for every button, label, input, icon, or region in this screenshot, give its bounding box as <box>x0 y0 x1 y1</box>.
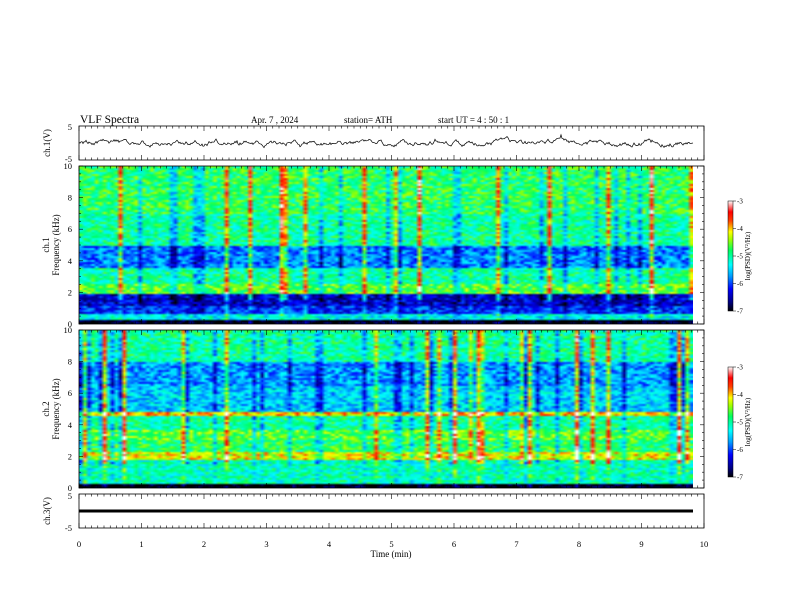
spec2-raster <box>79 330 693 488</box>
ch1-ytick-top: 5 <box>68 122 72 132</box>
freq-tick-label: 10 <box>64 161 73 171</box>
time-tick-label: 6 <box>452 539 456 549</box>
colorbar-tick-label: -5 <box>737 419 743 427</box>
colorbar-tick-label: -3 <box>737 364 743 372</box>
colorbar-tick-label: -5 <box>737 253 743 261</box>
time-axis-ticks: 0 1 2 3 4 5 6 7 8 9 10 <box>77 126 708 549</box>
freq-tick-label: 10 <box>64 325 73 335</box>
colorbar-tick-label: -6 <box>737 280 743 288</box>
freq-tick-label: 0 <box>68 483 72 493</box>
ch1-colorbar-ticks: -3 -4 -5 -6 -7 <box>733 198 743 316</box>
freq-tick-label: 8 <box>68 193 72 203</box>
ch2-spectrogram-panel: 0 2 4 6 8 10 ch.2 Frequency (kHz) <box>41 325 705 493</box>
ch1-ytick-bottom: -5 <box>65 154 72 164</box>
ch1-spectrogram-panel: 0 2 4 6 8 10 ch.1 Frequency (kHz) <box>41 161 705 329</box>
ch1-colorbar-label: log(PSD)(V²/Hz) <box>744 231 752 280</box>
freq-tick-label: 2 <box>68 287 72 297</box>
spec1-raster <box>79 166 693 324</box>
ch2-freq-ticks: 0 2 4 6 8 10 <box>64 325 704 493</box>
time-tick-label: 10 <box>700 539 709 549</box>
time-tick-label: 4 <box>327 539 332 549</box>
freq-tick-label: 6 <box>68 224 72 234</box>
ch2-spectrogram-image <box>79 330 693 488</box>
time-tick-label: 1 <box>139 539 143 549</box>
time-tick-label: 0 <box>77 539 81 549</box>
colorbar-tick-label: -4 <box>737 391 743 399</box>
freq-tick-label: 6 <box>68 388 72 398</box>
ch3-ytick-bottom: -5 <box>65 523 72 533</box>
colorbar-tick-label: -7 <box>737 308 743 316</box>
ch1-spectrogram-image <box>79 166 693 324</box>
time-tick-label: 3 <box>264 539 268 549</box>
date-label: Apr. 7 , 2024 <box>251 115 299 125</box>
freq-tick-label: 8 <box>68 357 72 367</box>
time-tick-label: 8 <box>577 539 581 549</box>
ch1-freq-ticks: 0 2 4 6 8 10 <box>64 161 704 329</box>
time-tick-label: 7 <box>514 539 518 549</box>
colorbar-tick-label: -7 <box>737 474 743 482</box>
start-time-label: start UT = 4 : 50 : 1 <box>438 115 509 125</box>
figure-title: VLF Spectra <box>80 114 139 126</box>
colorbar-tick-label: -3 <box>737 198 743 206</box>
ch2-colorbar-ticks: -3 -4 -5 -6 -7 <box>733 364 743 482</box>
station-label: station= ATH <box>344 115 393 125</box>
time-tick-label: 5 <box>389 539 393 549</box>
freq-tick-label: 0 <box>68 319 72 329</box>
ch1-spectrogram-ylabel-channel: ch.1 <box>41 237 51 252</box>
ch2-colorbar: -3 -4 -5 -6 -7 log(PSD)(V²/Hz) <box>727 364 752 482</box>
time-axis-label: Time (min) <box>371 549 412 559</box>
ch1-spectrogram-ylabel-frequency: Frequency (kHz) <box>51 214 61 275</box>
ch1-ylabel: ch.1(V) <box>42 129 52 157</box>
ch3-ytick-top: 5 <box>68 491 72 501</box>
freq-tick-label: 2 <box>68 451 72 461</box>
ch1-colorbar: -3 -4 -5 -6 -7 log(PSD)(V²/Hz) <box>727 198 752 316</box>
time-tick-label: 9 <box>639 539 643 549</box>
ch1-waveform-line <box>78 133 694 149</box>
freq-tick-label: 4 <box>68 420 73 430</box>
time-tick-label: 2 <box>202 539 206 549</box>
ch2-colorbar-label: log(PSD)(V²/Hz) <box>744 397 752 446</box>
ch2-spectrogram-ylabel-frequency: Frequency (kHz) <box>51 378 61 439</box>
ch2-spectrogram-ylabel-channel: ch.2 <box>41 401 51 416</box>
freq-tick-label: 4 <box>68 256 73 266</box>
ch3-ylabel: ch.3(V) <box>42 497 52 525</box>
colorbar-tick-label: -4 <box>737 225 743 233</box>
colorbar-tick-label: -6 <box>737 446 743 454</box>
